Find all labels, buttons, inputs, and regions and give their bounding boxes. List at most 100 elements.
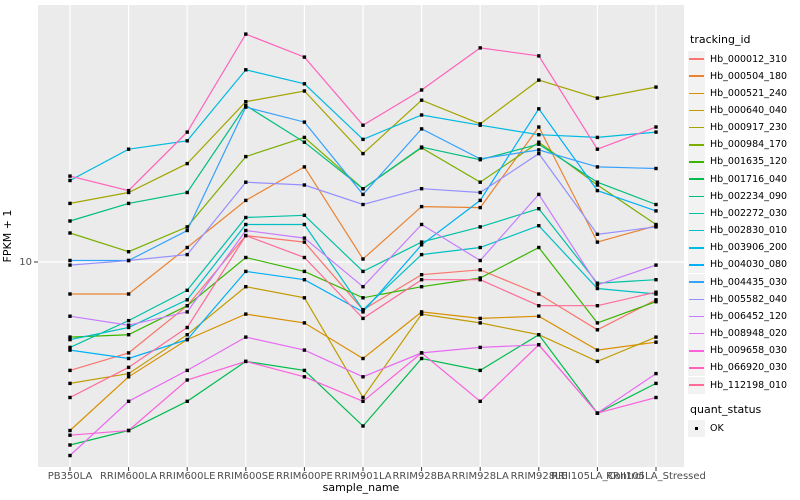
data-point <box>537 292 541 296</box>
data-point <box>185 288 189 292</box>
data-point <box>302 55 307 59</box>
data-point <box>302 368 307 373</box>
data-point <box>654 340 658 344</box>
legend-label: Hb_002234_090 <box>710 190 788 202</box>
x-tick-label: RRIM901LA <box>334 471 391 482</box>
data-point <box>419 222 424 227</box>
data-point <box>419 113 424 117</box>
legend-label: OK <box>710 423 724 434</box>
data-point <box>302 89 307 93</box>
data-point <box>361 424 365 428</box>
line-key-icon <box>688 290 705 308</box>
data-point <box>302 165 307 169</box>
data-point <box>302 348 307 352</box>
data-point <box>595 283 600 287</box>
data-point <box>185 325 189 330</box>
data-point <box>126 188 131 193</box>
data-point <box>361 187 365 191</box>
data-point <box>654 263 658 267</box>
data-point <box>68 337 72 342</box>
data-point <box>185 245 189 250</box>
data-point <box>244 105 248 109</box>
data-point <box>654 300 658 304</box>
legend-label: Hb_005582_040 <box>710 293 788 305</box>
data-point <box>478 268 482 272</box>
data-point <box>537 245 541 250</box>
data-point <box>537 125 541 129</box>
legend-entry-Hb_008948_020: Hb_008948_020 <box>688 325 788 343</box>
line-key-icon <box>688 359 705 377</box>
line-key-icon <box>688 136 705 154</box>
data-point <box>361 269 365 274</box>
data-point <box>244 312 248 316</box>
data-point <box>68 201 72 206</box>
data-point <box>595 328 600 332</box>
data-point <box>185 161 189 166</box>
data-point <box>654 292 658 296</box>
line-key-icon <box>688 84 705 102</box>
data-point-markers <box>68 32 658 458</box>
data-point <box>302 375 307 379</box>
legend-label: Hb_004435_030 <box>710 276 788 288</box>
line-key-icon <box>688 222 705 240</box>
legend-label: Hb_004030_080 <box>710 259 788 271</box>
legend-entry-Hb_005582_040: Hb_005582_040 <box>688 290 788 308</box>
x-tick-label: RRII105LA_Stressed <box>606 471 706 482</box>
line-key-icon <box>688 67 705 85</box>
data-point <box>126 351 131 355</box>
data-point <box>302 296 307 300</box>
data-point <box>478 321 482 325</box>
data-point <box>419 204 424 209</box>
data-point <box>302 140 307 144</box>
data-point <box>537 343 541 347</box>
data-point <box>244 100 248 104</box>
data-point <box>537 314 541 318</box>
x-tick-label: RRIM928BA <box>392 471 450 482</box>
line-key-icon <box>688 325 705 343</box>
data-point <box>654 202 658 207</box>
legend-label: Hb_008948_020 <box>710 328 788 340</box>
data-point <box>419 88 424 92</box>
legend-entry-Hb_004435_030: Hb_004435_030 <box>688 273 788 291</box>
legend-entry-Hb_003906_200: Hb_003906_200 <box>688 239 788 257</box>
data-point <box>478 190 482 195</box>
legend-entry-Hb_000640_040: Hb_000640_040 <box>688 101 787 119</box>
data-point <box>361 316 365 321</box>
plot-panel <box>38 5 684 467</box>
data-point <box>478 180 482 184</box>
data-point <box>361 285 365 289</box>
data-point <box>419 98 424 102</box>
data-point <box>126 356 131 361</box>
legend-label: Hb_003906_200 <box>710 242 788 254</box>
legend-title-tracking-id: tracking_id <box>690 33 751 46</box>
data-point <box>185 228 189 233</box>
data-point <box>419 278 424 282</box>
data-point <box>185 310 189 314</box>
data-point <box>478 46 482 50</box>
data-point <box>185 368 189 373</box>
data-point <box>126 365 131 370</box>
data-point <box>126 201 131 206</box>
data-point <box>595 411 600 415</box>
data-point <box>419 310 424 314</box>
data-point <box>185 252 189 257</box>
data-point <box>419 127 424 131</box>
data-point <box>595 188 600 193</box>
data-point <box>361 202 365 207</box>
legend-label: Hb_009658_030 <box>710 345 788 357</box>
data-point <box>126 325 131 330</box>
legend-entry-Hb_006452_120: Hb_006452_120 <box>688 307 787 325</box>
data-point <box>126 147 131 151</box>
data-point <box>595 183 600 187</box>
data-point <box>478 368 482 373</box>
x-axis-title: sample_name <box>323 481 400 494</box>
legend-label: Hb_002272_030 <box>710 207 788 219</box>
line-key-icon <box>688 50 705 68</box>
legend-entry-Hb_004030_080: Hb_004030_080 <box>688 256 788 274</box>
data-point <box>478 399 482 403</box>
data-point <box>595 135 600 140</box>
x-tick-label: RRIM600PE <box>276 471 333 482</box>
data-point <box>478 245 482 250</box>
data-point <box>361 395 365 400</box>
data-point <box>302 222 307 227</box>
